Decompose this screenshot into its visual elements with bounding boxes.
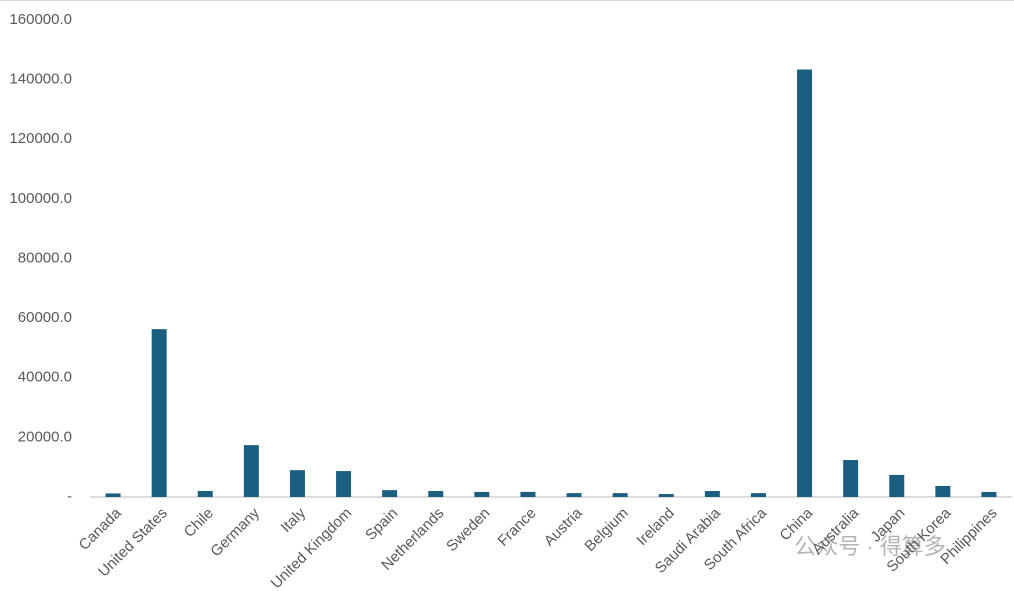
x-tick-label: United Kingdom bbox=[268, 505, 355, 591]
bar bbox=[566, 493, 582, 497]
bar bbox=[382, 490, 398, 497]
bar bbox=[336, 471, 352, 497]
bar bbox=[520, 491, 536, 497]
watermark: 公众号 · 得算多 bbox=[794, 534, 946, 559]
x-tick-label: France bbox=[495, 505, 540, 550]
x-tick-label: Chile bbox=[181, 505, 217, 541]
y-tick-label: 100000.0 bbox=[9, 190, 72, 207]
x-tick-label: Italy bbox=[278, 504, 310, 536]
bar bbox=[704, 491, 720, 497]
y-tick-label: 120000.0 bbox=[9, 130, 72, 147]
bar bbox=[843, 460, 859, 497]
bar bbox=[935, 485, 951, 497]
bar bbox=[289, 470, 305, 497]
y-tick-label: 60000.0 bbox=[18, 309, 72, 326]
y-tick-label: - bbox=[67, 488, 72, 505]
bar bbox=[658, 494, 674, 497]
bar bbox=[151, 329, 167, 497]
bar bbox=[981, 491, 997, 497]
bar bbox=[243, 445, 259, 497]
x-tick-label: Austria bbox=[541, 504, 586, 549]
y-tick-label: 40000.0 bbox=[18, 369, 72, 386]
x-tick-label: Belgium bbox=[581, 505, 631, 555]
y-tick-label: 140000.0 bbox=[9, 71, 72, 88]
y-tick-label: 160000.0 bbox=[9, 11, 72, 28]
bar bbox=[750, 493, 766, 497]
y-tick-label: 80000.0 bbox=[18, 249, 72, 266]
x-tick-label: Germany bbox=[207, 504, 263, 560]
x-tick-label: Spain bbox=[362, 505, 401, 544]
bar bbox=[797, 69, 813, 498]
bar bbox=[474, 491, 490, 497]
x-tick-label: Sweden bbox=[443, 505, 493, 555]
bar bbox=[105, 493, 121, 497]
x-tick-label: Ireland bbox=[633, 505, 677, 549]
y-tick-label: 20000.0 bbox=[18, 428, 72, 445]
bar bbox=[428, 491, 444, 497]
bar bbox=[889, 474, 905, 497]
bar bbox=[197, 491, 213, 497]
bar bbox=[612, 493, 628, 497]
